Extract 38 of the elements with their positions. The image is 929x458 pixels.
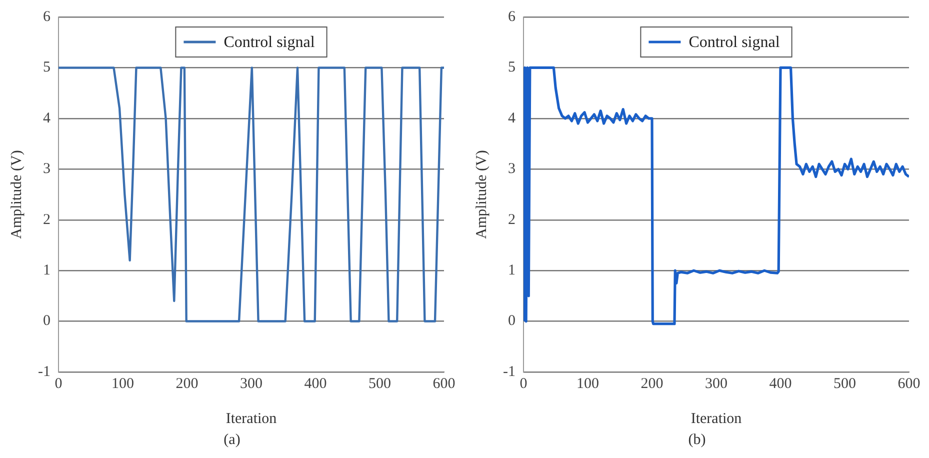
y-tick-label: 1 — [508, 262, 516, 279]
x-tick-label: 600 — [432, 376, 456, 392]
x-axis-title: Iteration — [226, 410, 278, 427]
legend-label: Control signal — [688, 34, 780, 52]
x-tick-label: 500 — [368, 376, 391, 392]
y-tick-label: 6 — [42, 8, 51, 25]
y-tick-label: -1 — [502, 364, 516, 380]
y-tick-label: 2 — [42, 212, 50, 228]
y-tick-label: 5 — [42, 60, 50, 76]
y-tick-label: 2 — [508, 212, 516, 228]
y-tick-label: 3 — [42, 161, 50, 178]
x-axis-title: Iteration — [690, 410, 742, 427]
x-tick-label: 200 — [640, 376, 664, 392]
y-tick-label: 0 — [42, 313, 50, 330]
x-tick-label: 600 — [898, 376, 920, 392]
legend-label: Control signal — [224, 34, 316, 52]
x-tick-label: 0 — [520, 376, 528, 392]
y-tick-label: 3 — [508, 161, 516, 178]
y-tick-label: 5 — [508, 60, 516, 76]
x-tick-label: 300 — [705, 376, 728, 392]
x-tick-label: 100 — [111, 376, 134, 392]
text: (a) — [222, 432, 242, 449]
y-tick-label: 4 — [42, 110, 51, 126]
text: (b) — [687, 432, 707, 449]
x-tick-label: 400 — [769, 376, 792, 392]
x-tick-label: 0 — [54, 376, 62, 392]
x-tick-label: 400 — [304, 376, 327, 392]
y-tick-label: 6 — [508, 8, 516, 25]
y-axis-title: Amplitude (V) — [8, 150, 25, 239]
x-tick-label: 300 — [240, 376, 262, 392]
x-tick-label: 200 — [176, 376, 198, 392]
x-tick-label: 100 — [576, 376, 599, 392]
y-axis-title: Amplitude (V) — [474, 150, 490, 239]
x-tick-label: 500 — [834, 376, 856, 392]
y-tick-label: 0 — [508, 313, 516, 330]
y-tick-label: 4 — [508, 110, 516, 126]
y-tick-label: -1 — [38, 364, 50, 380]
y-tick-label: 1 — [42, 262, 50, 279]
